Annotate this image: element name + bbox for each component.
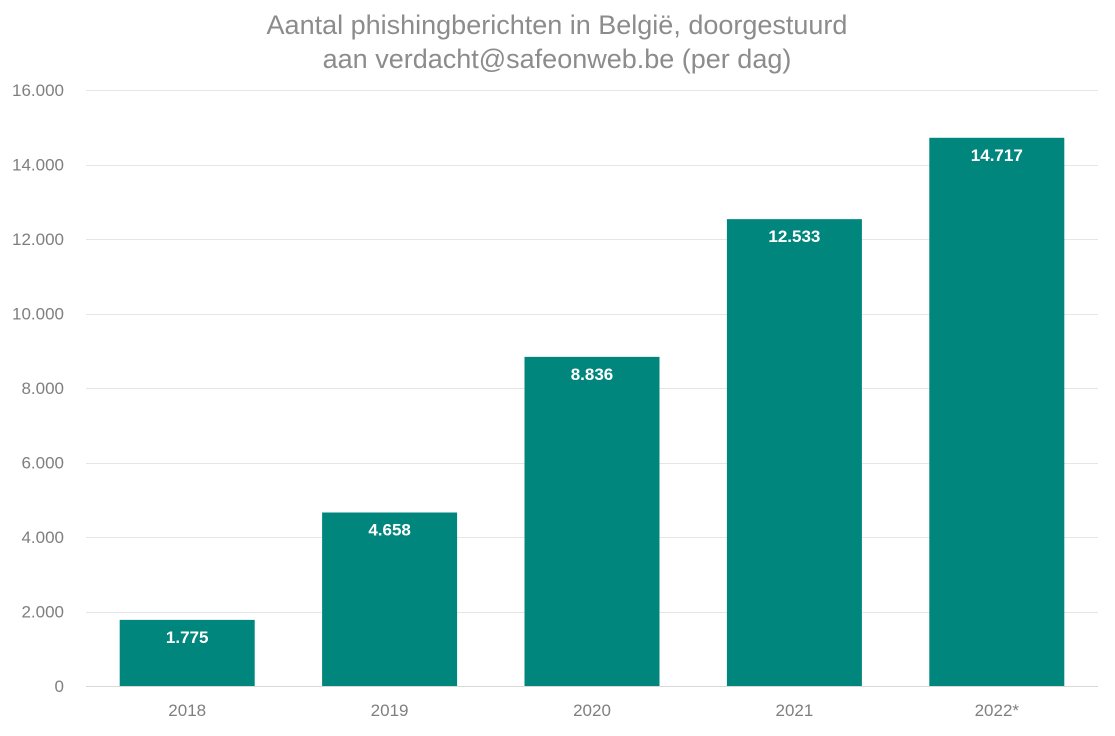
data-labels: 1.775 4.658 8.836 12.533 14.717 <box>166 146 1023 647</box>
y-tick-label: 16.000 <box>12 81 64 100</box>
data-label: 4.658 <box>368 520 411 539</box>
data-label: 14.717 <box>971 146 1023 165</box>
x-axis-labels: 2018 2019 2020 2021 2022* <box>168 701 1019 720</box>
x-tick-label: 2022* <box>975 701 1020 720</box>
bars <box>119 137 1065 686</box>
bar <box>119 619 255 686</box>
y-tick-label: 8.000 <box>21 379 64 398</box>
y-tick-label: 6.000 <box>21 454 64 473</box>
x-tick-label: 2021 <box>775 701 813 720</box>
chart-title-line-1: Aantal phishingberichten in België, door… <box>267 10 848 40</box>
data-label: 12.533 <box>768 227 820 246</box>
x-tick-label: 2020 <box>573 701 611 720</box>
data-label: 1.775 <box>166 628 209 647</box>
y-tick-label: 12.000 <box>12 230 64 249</box>
bar <box>929 137 1065 686</box>
y-tick-label: 2.000 <box>21 603 64 622</box>
y-tick-label: 14.000 <box>12 156 64 175</box>
x-tick-label: 2019 <box>371 701 409 720</box>
y-tick-label: 0 <box>55 677 64 696</box>
x-tick-label: 2018 <box>168 701 206 720</box>
y-tick-label: 4.000 <box>21 528 64 547</box>
y-axis-ticks: 0 2.000 4.000 6.000 8.000 10.000 12.000 14.000 1… <box>12 81 64 696</box>
bar <box>524 356 660 686</box>
chart-title-line-2: aan verdacht@safeonweb.be (per dag) <box>323 44 792 74</box>
data-label: 8.836 <box>571 365 614 384</box>
y-tick-label: 10.000 <box>12 305 64 324</box>
bar <box>322 512 458 686</box>
chart-title: Aantal phishingberichten in België, door… <box>267 10 848 74</box>
bar <box>726 219 862 686</box>
